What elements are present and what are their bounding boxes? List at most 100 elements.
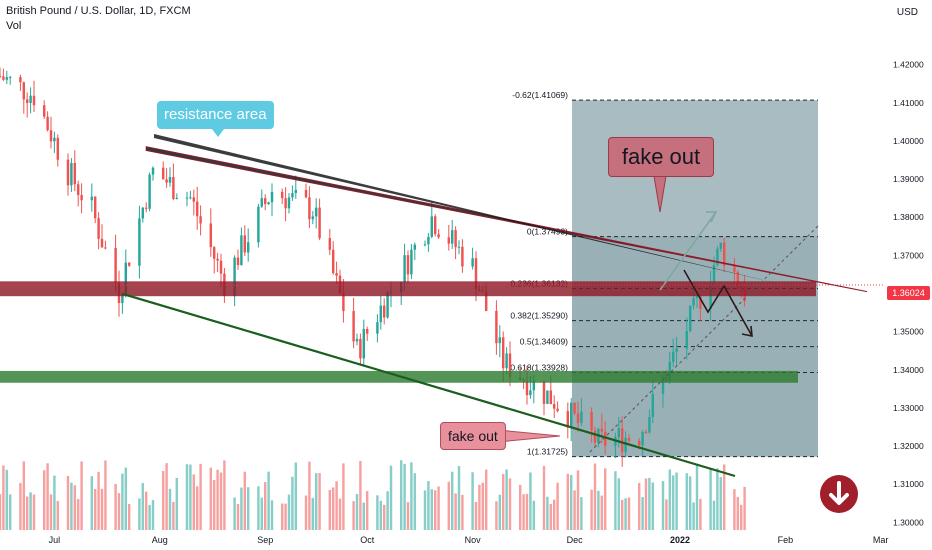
volume-bar	[450, 471, 454, 530]
volume-bar	[471, 472, 474, 530]
fake-out-small-callout[interactable]: fake out	[440, 422, 506, 450]
x-tick-label: Mar	[873, 535, 889, 545]
candle-body	[566, 411, 570, 428]
volume-bar	[427, 481, 430, 530]
volume-bar	[688, 476, 692, 530]
volume-bar	[382, 504, 386, 530]
candle-body	[328, 238, 332, 250]
candle-body	[19, 77, 22, 83]
candle-body	[501, 337, 505, 369]
candle-body	[270, 191, 274, 203]
volume-bar	[532, 500, 536, 530]
candle-body	[148, 174, 151, 209]
candle-body	[304, 189, 308, 198]
candle-body	[403, 255, 406, 283]
candle-body	[280, 191, 284, 199]
fake-out-callout[interactable]: fake out	[608, 137, 714, 177]
candle-body	[624, 438, 627, 452]
candle-body	[216, 258, 219, 261]
candle-body	[437, 234, 440, 238]
candle-body	[736, 271, 740, 287]
fib-label: 0(1.37493)	[527, 227, 568, 237]
volume-bar	[209, 467, 213, 530]
volume-bar	[399, 460, 403, 530]
candle-body	[263, 198, 267, 205]
candle-body	[172, 176, 175, 199]
volume-bar	[661, 481, 665, 530]
candle-body	[505, 353, 508, 369]
candle-body	[352, 311, 355, 342]
volume-bar	[175, 477, 179, 530]
candle-body	[8, 77, 12, 79]
candle-body	[53, 137, 56, 142]
volume-bar	[141, 483, 145, 530]
candle-body	[22, 82, 26, 100]
candle-body	[243, 235, 247, 253]
volume-bar	[481, 482, 485, 530]
volume-bar	[518, 484, 522, 530]
volume-bar	[739, 504, 743, 530]
candle-body	[382, 305, 386, 318]
volume-bar	[546, 496, 549, 530]
y-tick-label: 1.38000	[893, 212, 924, 222]
volume-bar	[457, 466, 461, 530]
volume-bar	[80, 461, 83, 530]
candle-body	[430, 216, 434, 237]
candle-body	[260, 198, 264, 207]
bullish-arrowhead	[706, 211, 718, 223]
volume-bar	[454, 493, 457, 530]
volume-bar	[168, 488, 172, 530]
x-tick-label: Oct	[360, 535, 375, 545]
scroll-to-latest-button[interactable]	[820, 475, 858, 513]
candle-body	[376, 322, 379, 334]
candle-body	[42, 105, 46, 117]
candle-body	[362, 329, 366, 359]
candle-body	[651, 393, 655, 418]
volume-bar	[712, 500, 716, 530]
volume-bar	[46, 463, 49, 530]
y-tick-label: 1.37000	[893, 250, 924, 260]
candle-body	[447, 237, 451, 244]
candle-body	[573, 402, 576, 414]
resistance-area-callout[interactable]: resistance area	[157, 101, 274, 129]
candle-body	[532, 380, 536, 391]
volume-bar	[573, 490, 576, 530]
volume-bar	[522, 494, 525, 530]
volume-bar	[743, 486, 746, 530]
candle-body	[80, 195, 83, 201]
candle-body	[461, 246, 464, 267]
candle-body	[25, 99, 29, 103]
volume-bar	[529, 472, 532, 530]
candle-body	[508, 353, 512, 378]
volume-bar	[56, 500, 60, 530]
volume-bar	[365, 491, 369, 530]
candle-body	[70, 163, 73, 186]
volume-bar	[93, 488, 97, 530]
volume-bar	[352, 501, 355, 530]
volume-bar	[665, 499, 668, 530]
volume-bar	[104, 460, 107, 530]
candle-body	[104, 247, 107, 249]
volume-bar	[403, 463, 406, 530]
support-trendline	[122, 292, 736, 478]
candle-body	[641, 431, 644, 446]
volume-bar	[552, 499, 556, 530]
volume-bar	[195, 486, 199, 530]
candle-body	[529, 390, 532, 396]
volume-bar	[410, 462, 413, 530]
y-tick-label: 1.42000	[893, 60, 924, 70]
candle-body	[712, 264, 716, 284]
y-tick-label: 1.34000	[893, 365, 924, 375]
volume-bar	[121, 473, 124, 530]
candle-body	[121, 294, 124, 304]
candle-body	[195, 201, 199, 217]
volume-bar	[624, 498, 627, 530]
candle-body	[189, 197, 192, 199]
volume-label: Vol	[6, 20, 22, 32]
fib-label: 0.618(1.33928)	[510, 363, 568, 373]
volume-bar	[651, 482, 655, 530]
candle-body	[32, 95, 36, 106]
volume-bar	[260, 497, 264, 530]
candle-body	[138, 218, 141, 266]
